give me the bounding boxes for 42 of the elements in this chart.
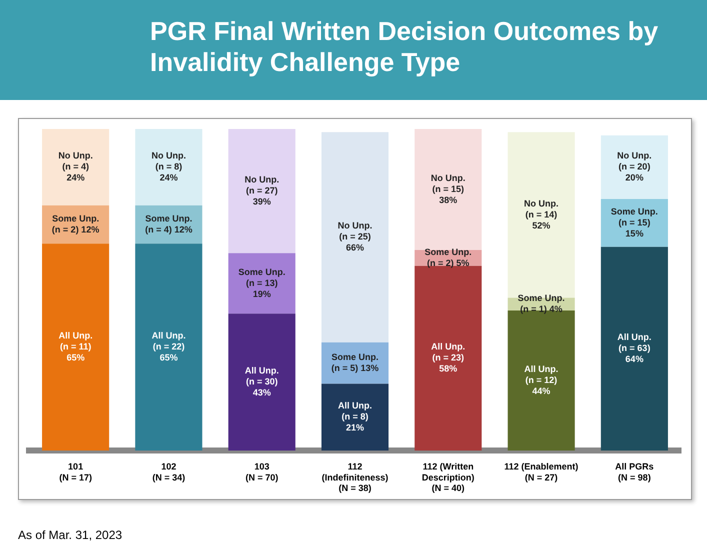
- data-label: All Unp. (n = 12) 44%: [524, 364, 558, 396]
- x-tick-label: All PGRs (N = 98): [615, 461, 654, 482]
- data-label: Some Unp. (n = 2) 5%: [424, 246, 472, 268]
- data-label: No Unp. (n = 14) 52%: [524, 198, 559, 230]
- data-label: All Unp. (n = 11) 65%: [58, 330, 93, 363]
- x-tick-label: 103 (N = 70): [245, 461, 278, 482]
- bar: [228, 314, 296, 451]
- bar: [228, 129, 296, 254]
- bar: [600, 246, 668, 451]
- data-label: All Unp. (n = 30) 43%: [244, 366, 279, 398]
- data-label: No Unp. (n = 25) 66%: [338, 220, 372, 253]
- data-label: Some Unp. (n = 4) 12%: [145, 214, 192, 235]
- data-label: All Unp. (n = 8) 21%: [338, 400, 372, 433]
- x-tick-label: 102 (N = 34): [152, 461, 186, 482]
- bar: [135, 129, 202, 206]
- x-tick-label: 112 (Written Description) (N = 40): [422, 461, 474, 494]
- text: As of Mar. 31, 2023: [18, 528, 122, 542]
- data-label: All Unp. (n = 22) 65%: [152, 330, 186, 363]
- data-label: No Unp. (n = 8) 24%: [151, 150, 186, 183]
- bar: [135, 244, 202, 451]
- data-label: No Unp. (n = 4) 24%: [58, 150, 93, 183]
- data-label: Some Unp. (n = 13) 19%: [238, 266, 286, 299]
- x-tick-label: 112 (Enablement) (N = 27): [504, 461, 578, 482]
- data-label: No Unp. (n = 15) 38%: [430, 172, 466, 205]
- data-label: Some Unp. (n = 5) 13%: [331, 352, 379, 374]
- data-label: Some Unp. (n = 15) 15%: [610, 206, 658, 238]
- bar: [600, 199, 668, 247]
- x-tick-label: 101 (N = 17): [59, 461, 92, 482]
- bar: [600, 135, 668, 200]
- data-label: No Unp. (n = 20) 20%: [617, 150, 652, 183]
- bar: [414, 129, 482, 250]
- chart-title: PGR Final Written Decision Outcomes by Invalidity Challenge Type: [150, 16, 660, 78]
- bar: [321, 132, 389, 342]
- bar: [42, 129, 110, 206]
- bar: [42, 244, 110, 451]
- data-label: No Unp. (n = 27) 39%: [244, 174, 280, 207]
- x-tick-label: 112 (Indefiniteness) (N = 38): [322, 461, 388, 494]
- data-label: Some Unp. (n = 2) 12%: [52, 214, 100, 235]
- data-label: All Unp. (n = 63) 64%: [617, 332, 652, 364]
- bar: [321, 384, 389, 451]
- bar: [228, 253, 296, 314]
- data-label: All Unp. (n = 23) 58%: [431, 342, 466, 374]
